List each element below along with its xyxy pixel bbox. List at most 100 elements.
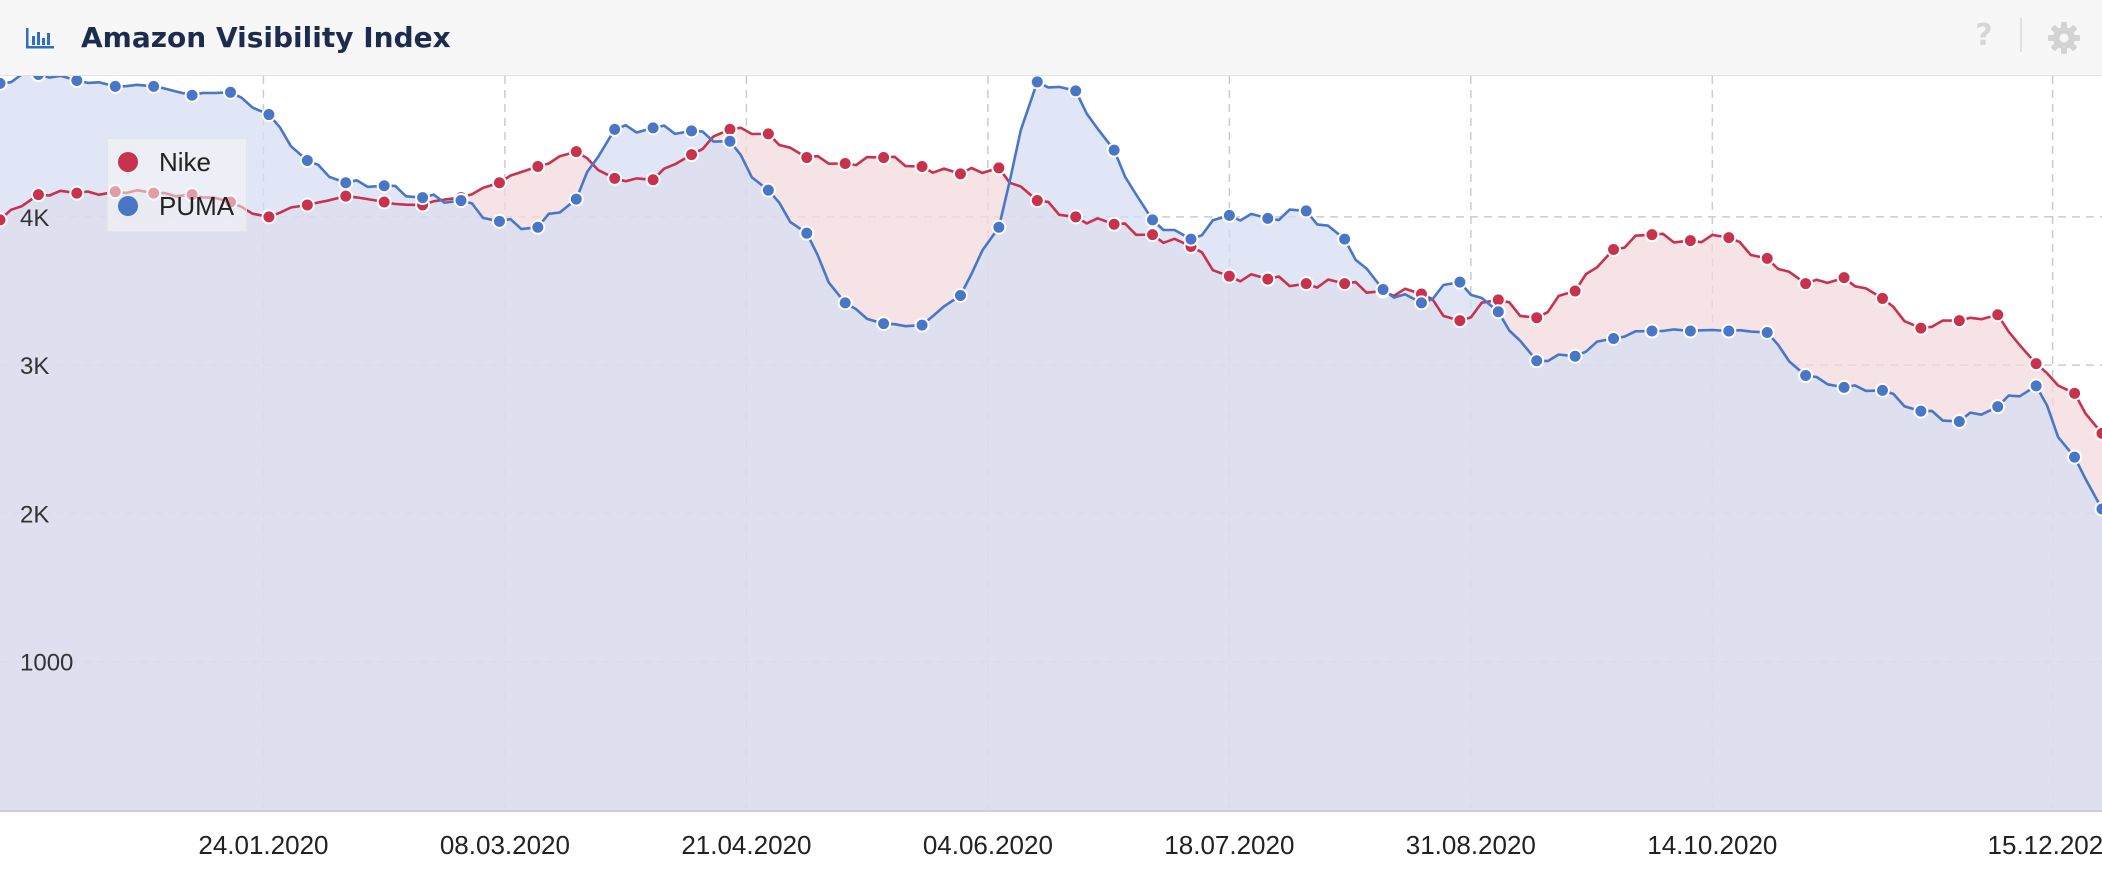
data-point [799,225,815,241]
data-point [568,191,584,207]
data-point [1106,216,1122,232]
data-point [1798,276,1814,292]
data-point [1836,379,1852,395]
y-tick-label: 1000 [20,650,73,677]
data-point [491,175,507,191]
data-point [69,185,85,201]
data-point [1682,323,1698,339]
y-tick-label: 2K [20,501,49,528]
data-point [0,212,8,228]
data-point [2067,385,2083,401]
data-point [1375,282,1391,298]
legend-item-puma[interactable]: PUMA [108,187,248,227]
data-point [1298,276,1314,292]
x-tick-label: 24.01.2020 [198,830,328,860]
data-point [991,160,1007,176]
data-point [1490,304,1506,320]
data-point [684,147,700,163]
data-point [146,78,162,94]
data-point [2028,378,2044,394]
y-tick-label: 4K [20,205,49,232]
data-point [1644,227,1660,243]
data-point [223,84,239,100]
area-puma [0,74,2102,811]
data-point [1682,233,1698,249]
data-point [1221,207,1237,223]
x-tick-label: 18.07.2020 [1164,830,1294,860]
data-point [184,87,200,103]
data-point [1452,313,1468,329]
data-point [1759,250,1775,266]
data-point [2094,501,2102,517]
question-mark-icon[interactable]: ? [1975,18,1993,53]
data-point [1260,210,1276,226]
x-tick-label: 15.12.2020 [1988,830,2102,860]
data-point [1606,330,1622,346]
data-point [299,153,315,169]
data-point [1951,313,1967,329]
data-point [645,120,661,136]
data-point [1798,368,1814,384]
data-point [1874,290,1890,306]
data-point [2094,425,2102,441]
data-point [1721,323,1737,339]
data-point [1413,295,1429,311]
data-point [952,166,968,182]
data-point [338,175,354,191]
data-point [30,187,46,203]
data-point [684,123,700,139]
data-point [1990,307,2006,323]
data-point [837,295,853,311]
markers-puma [0,67,2102,517]
data-point [415,190,431,206]
x-tick-label: 31.08.2020 [1406,830,1536,860]
data-point [607,170,623,186]
data-point [991,219,1007,235]
data-point [1106,142,1122,158]
data-point [607,121,623,137]
data-point [722,133,738,149]
gear-icon[interactable] [2046,20,2082,56]
data-point [837,155,853,171]
x-tick-label: 04.06.2020 [923,830,1053,860]
data-point [1874,382,1890,398]
data-point [1183,231,1199,247]
legend-item-nike[interactable]: Nike [108,143,248,183]
x-tick-label: 14.10.2020 [1647,830,1777,860]
data-point [530,219,546,235]
data-point [491,213,507,229]
data-point [1529,310,1545,326]
data-point [1836,270,1852,286]
header-divider [2020,18,2022,52]
data-point [1644,323,1660,339]
y-tick-label: 3K [20,353,49,380]
data-point [1990,399,2006,415]
data-point [568,144,584,160]
data-point [876,150,892,166]
data-point [645,172,661,188]
x-tick-label: 21.04.2020 [681,830,811,860]
data-point [1337,231,1353,247]
data-point [1913,403,1929,419]
chart-legend: Nike PUMA [107,138,247,232]
data-point [1759,325,1775,341]
data-point [1029,193,1045,209]
data-point [530,158,546,174]
data-point [2028,356,2044,372]
data-point [0,75,8,91]
data-point [1452,274,1468,290]
widget-title: Amazon Visibility Index [81,21,451,54]
x-tick-label: 08.03.2020 [440,830,570,860]
data-point [1567,348,1583,364]
data-point [1221,268,1237,284]
data-point [107,78,123,94]
data-point [1529,353,1545,369]
data-point [1068,209,1084,225]
data-point [261,107,277,123]
data-point [799,150,815,166]
data-point [952,287,968,303]
data-point [1260,271,1276,287]
data-point [1145,212,1161,228]
data-point [1298,203,1314,219]
